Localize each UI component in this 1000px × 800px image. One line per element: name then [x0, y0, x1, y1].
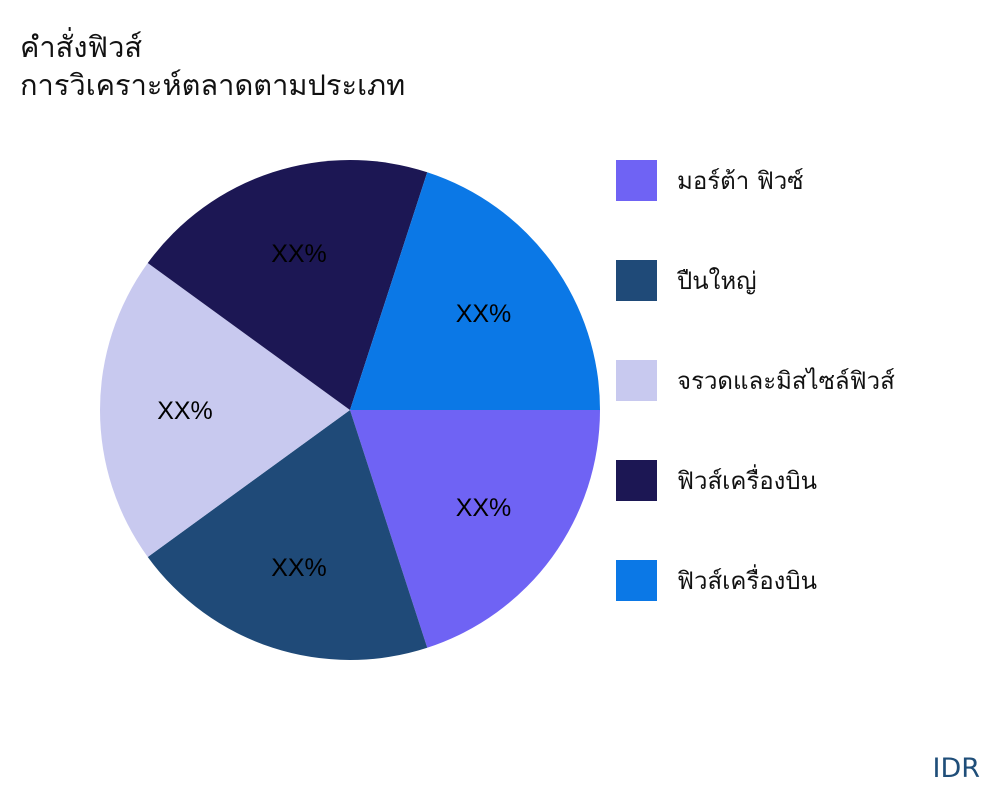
legend-swatch — [616, 260, 657, 301]
pie-slice — [100, 263, 350, 557]
legend-item: ปืนใหญ่ — [616, 260, 757, 301]
legend-swatch — [616, 360, 657, 401]
legend-label: ปืนใหญ่ — [677, 267, 757, 295]
pie-slice — [350, 172, 600, 410]
data-label: XX% — [456, 300, 512, 328]
legend-swatch — [616, 160, 657, 201]
legend-swatch — [616, 460, 657, 501]
pie-slice — [147, 160, 428, 410]
legend-label: ฟิวส์เครื่องบิน — [677, 467, 818, 495]
legend-item: มอร์ต้า ฟิวซ์ — [616, 160, 804, 201]
legend-item: ฟิวส์เครื่องบิน — [616, 560, 817, 601]
legend-label: มอร์ต้า ฟิวซ์ — [677, 167, 804, 195]
data-label: XX% — [271, 240, 327, 268]
legend-swatch — [616, 560, 657, 601]
data-label: XX% — [456, 494, 512, 522]
chart-title: คำสั่งฟิวส์ การวิเคราะห์ตลาดตามประเภท — [20, 28, 405, 104]
legend-label: จรวดและมิสไซล์ฟิวส์ — [677, 367, 895, 395]
pie-slice — [147, 410, 428, 660]
chart-title-line1: คำสั่งฟิวส์ — [20, 30, 143, 64]
legend-label: ฟิวส์เครื่องบิน — [677, 567, 818, 595]
data-label: XX% — [271, 554, 327, 582]
legend-item: ฟิวส์เครื่องบิน — [616, 460, 817, 501]
legend-item: จรวดและมิสไซล์ฟิวส์ — [616, 360, 895, 401]
data-label: XX% — [157, 397, 213, 425]
chart-subtitle: การวิเคราะห์ตลาดตามประเภท — [20, 68, 406, 102]
pie-slice — [350, 410, 600, 648]
brand-logo: IDR — [932, 753, 980, 784]
